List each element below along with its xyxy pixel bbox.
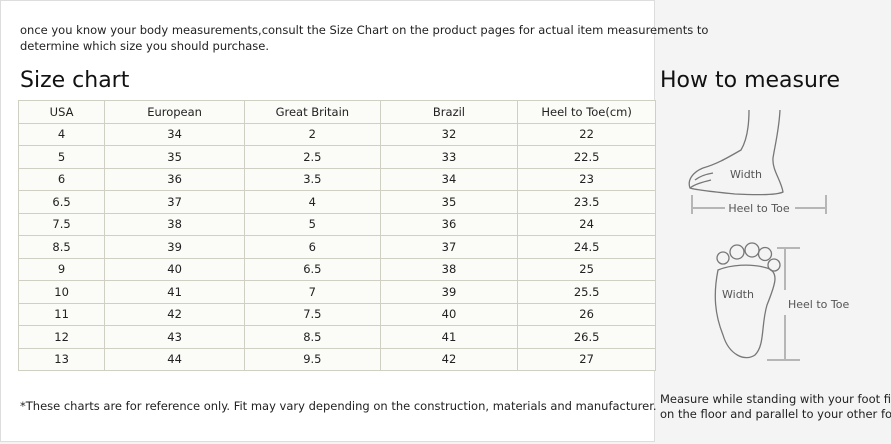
table-row: 6 36 3.5 34 23 — [17, 167, 656, 191]
table-cell: 37 — [379, 235, 519, 259]
table-row: 7.5 38 5 36 24 — [17, 212, 656, 236]
table-cell: 34 — [104, 122, 245, 146]
table-cell: 26.5 — [517, 325, 656, 349]
table-cell: 35 — [379, 190, 519, 214]
sole-foot — [714, 242, 781, 359]
table-cell: 2.5 — [244, 145, 381, 169]
table-cell: 13 — [17, 347, 106, 371]
table-cell: 35 — [104, 145, 245, 169]
table-cell: 33 — [379, 145, 519, 169]
table-cell: 39 — [104, 235, 245, 259]
table-cell: 24.5 — [517, 235, 656, 259]
table-cell: 2 — [244, 122, 381, 146]
table-cell: 6.5 — [17, 190, 106, 214]
table-cell: 22 — [517, 122, 656, 146]
table-row: 4 34 2 32 22 — [17, 122, 656, 146]
table-cell: 5 — [244, 212, 381, 236]
table-cell: USA — [17, 100, 106, 124]
table-row: 13 44 9.5 42 27 — [17, 347, 656, 371]
table-cell: 7 — [244, 280, 381, 304]
sole-width-label: Width — [722, 288, 754, 301]
intro-line: once you know your body measurements,con… — [20, 23, 709, 37]
caption-line: on the floor and parallel to your other … — [660, 407, 891, 421]
table-cell: 26 — [517, 302, 656, 326]
table-cell: 41 — [104, 280, 245, 304]
table-cell: 23 — [517, 167, 656, 191]
table-cell: 25 — [517, 257, 656, 281]
table-cell: Great Britain — [244, 100, 381, 124]
table-cell: 8.5 — [244, 325, 381, 349]
table-cell: 9.5 — [244, 347, 381, 371]
table-row: 5 35 2.5 33 22.5 — [17, 145, 656, 169]
table-cell: 5 — [17, 145, 106, 169]
table-cell: 27 — [517, 347, 656, 371]
table-cell: 6 — [244, 235, 381, 259]
table-cell: 7.5 — [17, 212, 106, 236]
table-cell: 12 — [17, 325, 106, 349]
table-row: 10 41 7 39 25.5 — [17, 280, 656, 304]
table-cell: Brazil — [379, 100, 519, 124]
table-cell: 4 — [244, 190, 381, 214]
table-cell: 23.5 — [517, 190, 656, 214]
table-cell: 6 — [17, 167, 106, 191]
table-cell: 40 — [104, 257, 245, 281]
table-cell: 6.5 — [244, 257, 381, 281]
table-cell: European — [104, 100, 245, 124]
table-cell: 39 — [379, 280, 519, 304]
table-cell: 11 — [17, 302, 106, 326]
table-cell: 32 — [379, 122, 519, 146]
table-cell: 8.5 — [17, 235, 106, 259]
size-table: USA European Great Britain Brazil Heel to To… — [17, 100, 656, 371]
header-row: USA European Great Britain Brazil Heel to To… — [17, 100, 656, 124]
table-cell: 3.5 — [244, 167, 381, 191]
table-cell: 40 — [379, 302, 519, 326]
table-row: 12 43 8.5 41 26.5 — [17, 325, 656, 349]
footnote: *These charts are for reference only. Fi… — [20, 399, 657, 413]
table-row: 9 40 6.5 38 25 — [17, 257, 656, 281]
table-cell: 9 — [17, 257, 106, 281]
side-length-label: Heel to Toe — [728, 202, 789, 215]
table-cell: 7.5 — [244, 302, 381, 326]
table-cell: 24 — [517, 212, 656, 236]
how-to-measure-title: How to measure — [660, 68, 841, 93]
table-cell: Heel to Toe(cm) — [517, 100, 656, 124]
table-cell: 38 — [379, 257, 519, 281]
table-cell: 10 — [17, 280, 106, 304]
table-cell: 36 — [104, 167, 245, 191]
table-cell: 42 — [104, 302, 245, 326]
table-cell: 43 — [104, 325, 245, 349]
intro-line: determine which size you should purchase… — [20, 39, 269, 53]
sole-length-label: Heel to Toe — [788, 298, 849, 311]
foot-diagram: Width Heel to Toe Width Heel to Toe — [688, 109, 849, 361]
side-width-label: Width — [730, 168, 762, 181]
table-row: 11 42 7.5 40 26 — [17, 302, 656, 326]
table-cell: 37 — [104, 190, 245, 214]
caption-line: Measure while standing with your foot fi… — [660, 392, 891, 406]
table-cell: 4 — [17, 122, 106, 146]
table-cell: 36 — [379, 212, 519, 236]
table-cell: 44 — [104, 347, 245, 371]
table-row: 6.5 37 4 35 23.5 — [17, 190, 656, 214]
table-cell: 34 — [379, 167, 519, 191]
table-cell: 42 — [379, 347, 519, 371]
size-chart-title: Size chart — [20, 68, 130, 93]
table-cell: 22.5 — [517, 145, 656, 169]
side-foot — [688, 109, 784, 196]
table-cell: 38 — [104, 212, 245, 236]
table-row: 8.5 39 6 37 24.5 — [17, 235, 656, 259]
table-cell: 41 — [379, 325, 519, 349]
table-cell: 25.5 — [517, 280, 656, 304]
